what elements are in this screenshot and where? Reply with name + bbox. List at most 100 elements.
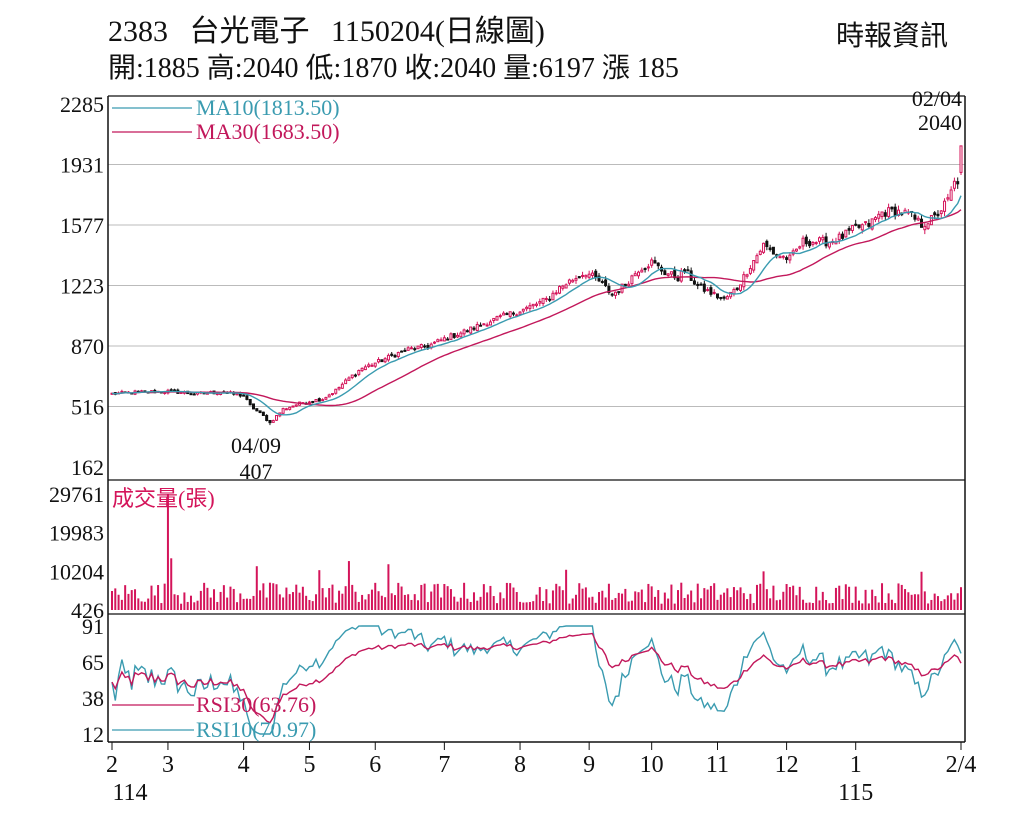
candle-body [752, 260, 756, 271]
candle-body [785, 257, 789, 260]
volume-bar [440, 597, 443, 610]
candle-body [824, 236, 828, 247]
candle-body [959, 145, 963, 173]
volume-bar [367, 594, 370, 610]
candle-body [423, 345, 427, 348]
candle-body [768, 247, 772, 251]
candle-body [758, 250, 762, 255]
volume-bar [229, 586, 232, 610]
volume-bar [614, 598, 617, 610]
candle-body [594, 270, 598, 278]
volume-bar [430, 591, 433, 610]
volume-bar [861, 603, 864, 610]
volume-bar [907, 592, 910, 610]
volume-bar [532, 601, 535, 610]
candle-body [873, 217, 877, 221]
volume-bar [782, 591, 785, 610]
volume-bar [459, 597, 462, 610]
candle-body [715, 293, 719, 299]
candle-body [590, 272, 594, 276]
candle-body [255, 408, 259, 412]
volume-bar [591, 596, 594, 610]
candle-body [409, 347, 413, 350]
volume-bar [295, 584, 298, 610]
volume-bar [496, 603, 499, 610]
volume-bar [120, 599, 123, 610]
volume-bar [818, 600, 821, 610]
x-tick-label: 3 [162, 752, 174, 778]
volume-bar [624, 588, 627, 610]
candle-body [650, 259, 654, 266]
volume-bar [696, 583, 699, 610]
volume-bars [111, 494, 962, 610]
candle-body [850, 225, 854, 231]
volume-bar [653, 596, 656, 610]
volume-bar [535, 594, 538, 610]
candle-body [584, 274, 588, 278]
candle-body [748, 268, 752, 274]
candle-body [627, 283, 631, 287]
volume-bar [143, 601, 146, 610]
volume-bar [933, 593, 936, 610]
volume-bar [657, 590, 660, 610]
volume-bar [755, 584, 758, 610]
candle-body [442, 337, 446, 342]
candle-body [314, 399, 318, 403]
volume-bar [331, 584, 334, 610]
volume-bar [236, 602, 239, 610]
volume-bar [611, 599, 614, 610]
volume-bar [950, 593, 953, 610]
candle-body [729, 291, 733, 298]
candle-body [890, 206, 894, 210]
candle-body [561, 285, 565, 289]
candle-body [699, 283, 703, 286]
candle-body [465, 330, 469, 333]
volume-bar [318, 570, 321, 610]
candle-body [439, 339, 443, 342]
x-tick-label: 6 [369, 752, 381, 778]
volume-bar [183, 592, 186, 610]
candle-body [778, 256, 782, 259]
candle-body [722, 296, 726, 299]
candle-body [692, 280, 696, 285]
volume-bar [604, 597, 607, 610]
volume-bar [894, 603, 897, 610]
indicator-lines [111, 195, 962, 735]
volume-bar [650, 586, 653, 610]
volume-bar [499, 592, 502, 610]
volume-bar [387, 564, 390, 610]
rsi-tick-label: 38 [82, 686, 104, 711]
legend-rsi10: RSI10(70.97) [196, 717, 316, 742]
candle-body [377, 359, 381, 363]
candle-body [933, 212, 937, 216]
volume-bar [742, 593, 745, 610]
candle-body [755, 255, 759, 264]
candle-body [712, 291, 716, 294]
volume-bar [288, 594, 291, 610]
x-tick-label: 2 [106, 752, 118, 778]
volume-bar [147, 598, 150, 610]
volume-bar [492, 596, 495, 610]
volume-bar [219, 591, 222, 610]
price-tick-label: 2285 [60, 92, 104, 117]
volume-bar [453, 596, 456, 610]
candle-body [893, 206, 897, 217]
volume-bar [877, 602, 880, 610]
volume-bar [150, 585, 153, 610]
candle-body [528, 305, 532, 309]
candle-body [739, 284, 743, 291]
candle-body [607, 285, 611, 294]
volume-bar [677, 590, 679, 610]
candle-body [469, 326, 473, 334]
candle-body [663, 270, 667, 276]
volume-bar [890, 599, 893, 610]
candle-body [686, 269, 690, 272]
volume-bar [186, 601, 189, 610]
candle-body [350, 374, 354, 379]
candle-body [462, 329, 466, 335]
volume-bar [693, 602, 696, 610]
volume-bar [953, 599, 956, 610]
volume-bar [515, 592, 518, 610]
candle-body [456, 334, 460, 338]
candle-body [916, 217, 920, 221]
